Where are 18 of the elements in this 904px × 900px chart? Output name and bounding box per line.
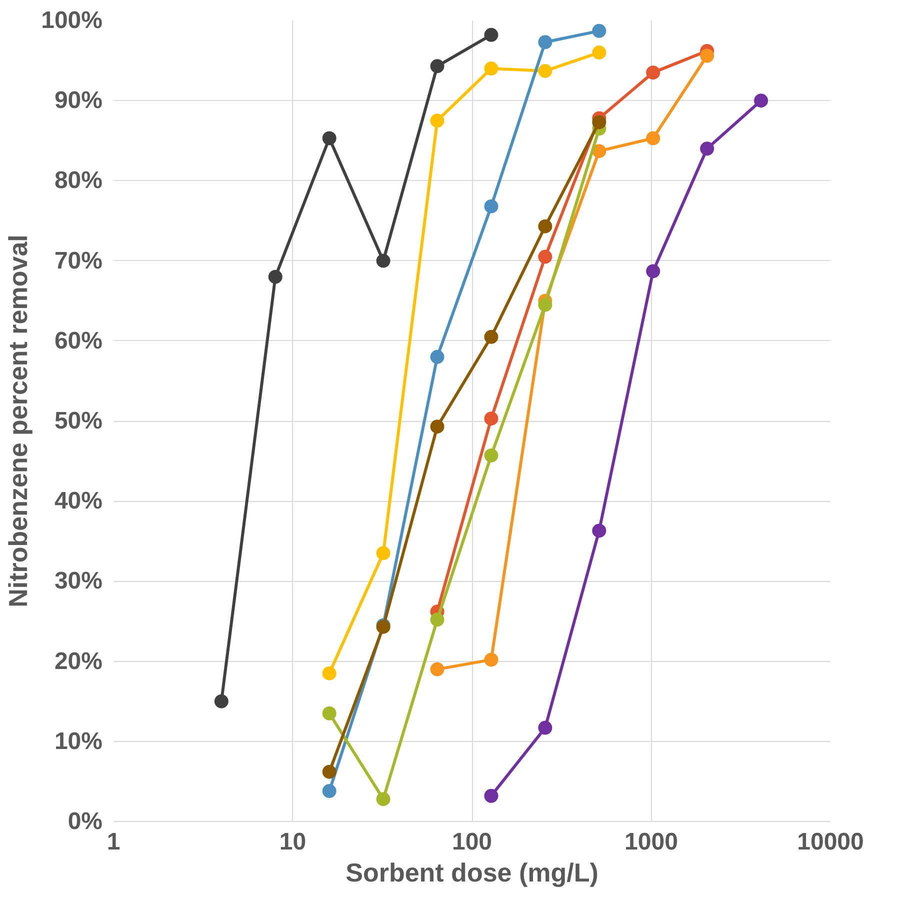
x-tick-label: 10000 xyxy=(797,828,864,856)
y-tick-label: 60% xyxy=(54,327,103,354)
x-tick-label: 1 xyxy=(106,828,120,856)
y-tick-label: 10% xyxy=(54,728,103,755)
y-tick-label: 100% xyxy=(41,7,103,34)
y-tick-label: 50% xyxy=(54,408,103,434)
x-tick-label: 1000 xyxy=(624,828,678,856)
x-tick-label: 100 xyxy=(452,828,492,856)
y-tick-label: 20% xyxy=(54,648,103,675)
y-tick-label: 90% xyxy=(54,87,103,114)
x-tick-label: 10 xyxy=(279,828,306,856)
y-tick-label: 40% xyxy=(54,488,103,515)
y-tick-label: 0% xyxy=(68,808,102,835)
y-tick-label: 30% xyxy=(54,568,103,595)
x-axis-title: Sorbent dose (mg/L) xyxy=(346,858,598,888)
y-axis-title: Nitrobenzene percent removal xyxy=(3,234,34,608)
y-tick-label: 70% xyxy=(54,247,103,274)
y-tick-label: 80% xyxy=(54,167,103,194)
